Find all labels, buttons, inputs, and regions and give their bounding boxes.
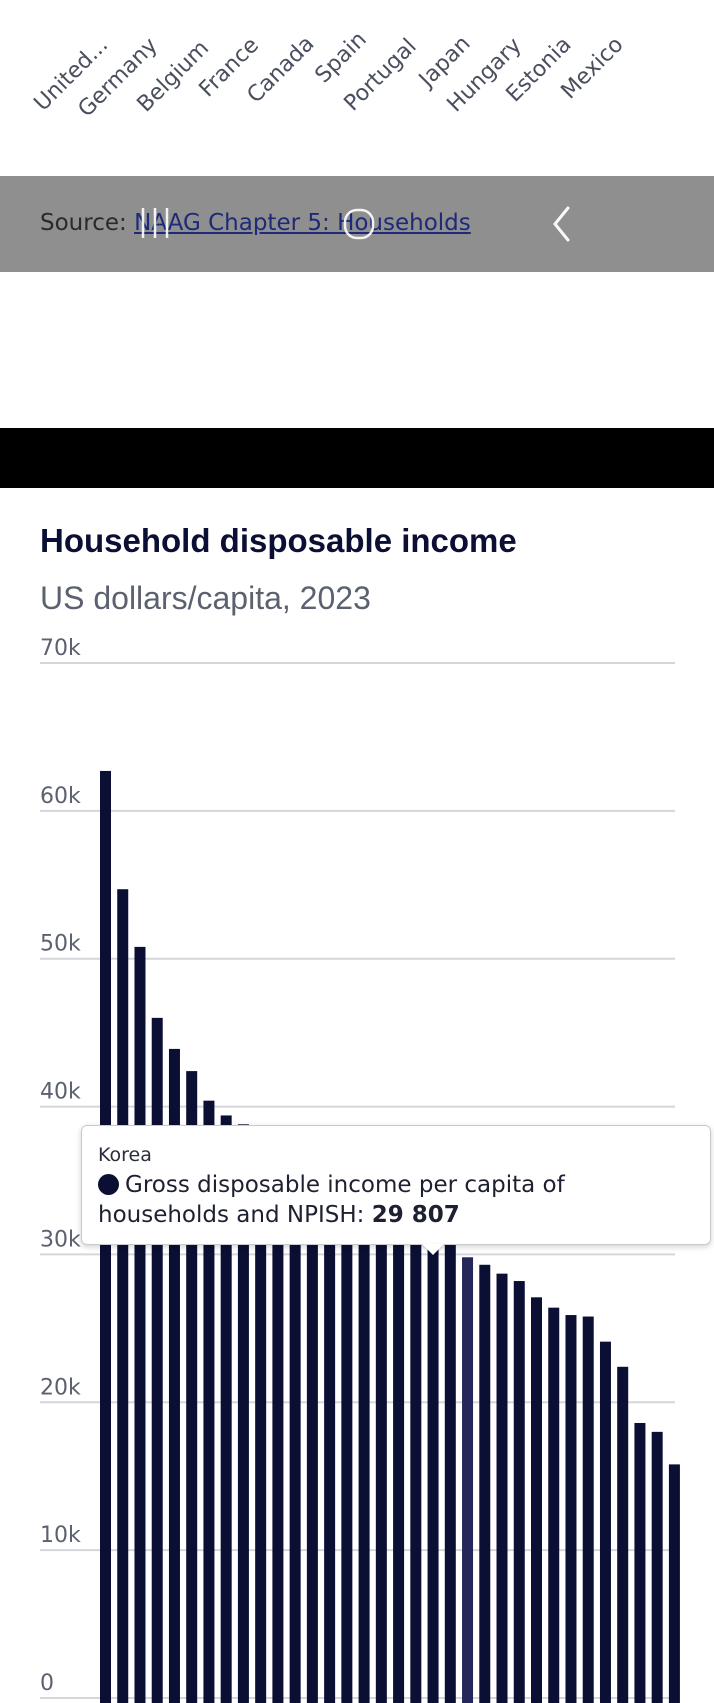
bar[interactable]: [427, 1227, 439, 1703]
source-line: Source: NAAG Chapter 5: Households: [40, 210, 471, 236]
bar[interactable]: [582, 1316, 594, 1703]
bar[interactable]: [203, 1100, 215, 1703]
bar[interactable]: [634, 1422, 646, 1703]
source-bar: Source: NAAG Chapter 5: Households: [0, 176, 714, 272]
bar[interactable]: [531, 1297, 542, 1703]
bar[interactable]: [117, 889, 129, 1703]
tooltip-series-label: Gross disposable income per capita of ho…: [98, 1172, 565, 1228]
y-tick-label: 10k: [40, 1523, 81, 1548]
bar[interactable]: [513, 1281, 525, 1703]
bar[interactable]: [651, 1431, 663, 1703]
bar[interactable]: [393, 1198, 405, 1703]
bar[interactable]: [134, 946, 146, 1703]
bar[interactable]: [186, 1071, 198, 1703]
bar[interactable]: [220, 1115, 232, 1703]
source-link[interactable]: NAAG Chapter 5: Households: [134, 210, 471, 236]
bar[interactable]: [496, 1273, 508, 1703]
bar[interactable]: [462, 1257, 474, 1703]
y-tick-label: 0: [40, 1671, 54, 1696]
bar[interactable]: [479, 1264, 491, 1703]
bar[interactable]: [444, 1242, 456, 1703]
black-separator-bar: [0, 428, 714, 488]
tooltip-country: Korea: [98, 1144, 152, 1166]
bar[interactable]: [306, 1153, 318, 1703]
chart-title: Household disposable income: [40, 522, 517, 559]
bar[interactable]: [599, 1341, 611, 1703]
bar[interactable]: [341, 1168, 353, 1703]
y-tick-label: 70k: [40, 636, 81, 661]
tooltip-body: Gross disposable income per capita of ho…: [98, 1170, 694, 1230]
y-tick-label: 40k: [40, 1080, 81, 1105]
chart-subtitle: US dollars/capita, 2023: [40, 580, 371, 616]
bar[interactable]: [410, 1213, 422, 1703]
bar-chart: 0 10k 20k 30k 40k 50k 60k 70k: [40, 636, 680, 1703]
tooltip-pointer: [422, 1244, 444, 1255]
y-tick-label: 30k: [40, 1227, 81, 1252]
y-tick-label: 50k: [40, 932, 81, 957]
bar[interactable]: [272, 1139, 284, 1703]
bar[interactable]: [255, 1131, 267, 1703]
bar[interactable]: [375, 1186, 387, 1703]
bar[interactable]: [168, 1048, 180, 1703]
bar[interactable]: [237, 1124, 249, 1703]
bar[interactable]: [289, 1146, 301, 1703]
y-tick-label: 60k: [40, 784, 81, 809]
y-axis-ticks: 0 10k 20k 30k 40k 50k 60k 70k: [40, 636, 81, 1696]
bars: [100, 770, 680, 1703]
tooltip-value: 29 807: [371, 1202, 460, 1228]
bar[interactable]: [324, 1161, 336, 1703]
bar[interactable]: [548, 1307, 560, 1703]
bar[interactable]: [565, 1315, 577, 1703]
top-axis-labels: United... Germany Belgium France Canada …: [30, 27, 629, 122]
chart-tooltip: Korea Gross disposable income per capita…: [81, 1125, 711, 1245]
series-dot-icon: [98, 1174, 119, 1195]
y-tick-label: 20k: [40, 1375, 81, 1400]
bar[interactable]: [358, 1177, 370, 1703]
bar[interactable]: [668, 1464, 680, 1703]
bar[interactable]: [617, 1366, 629, 1703]
source-prefix: Source:: [40, 210, 135, 236]
bar[interactable]: [151, 1017, 163, 1703]
